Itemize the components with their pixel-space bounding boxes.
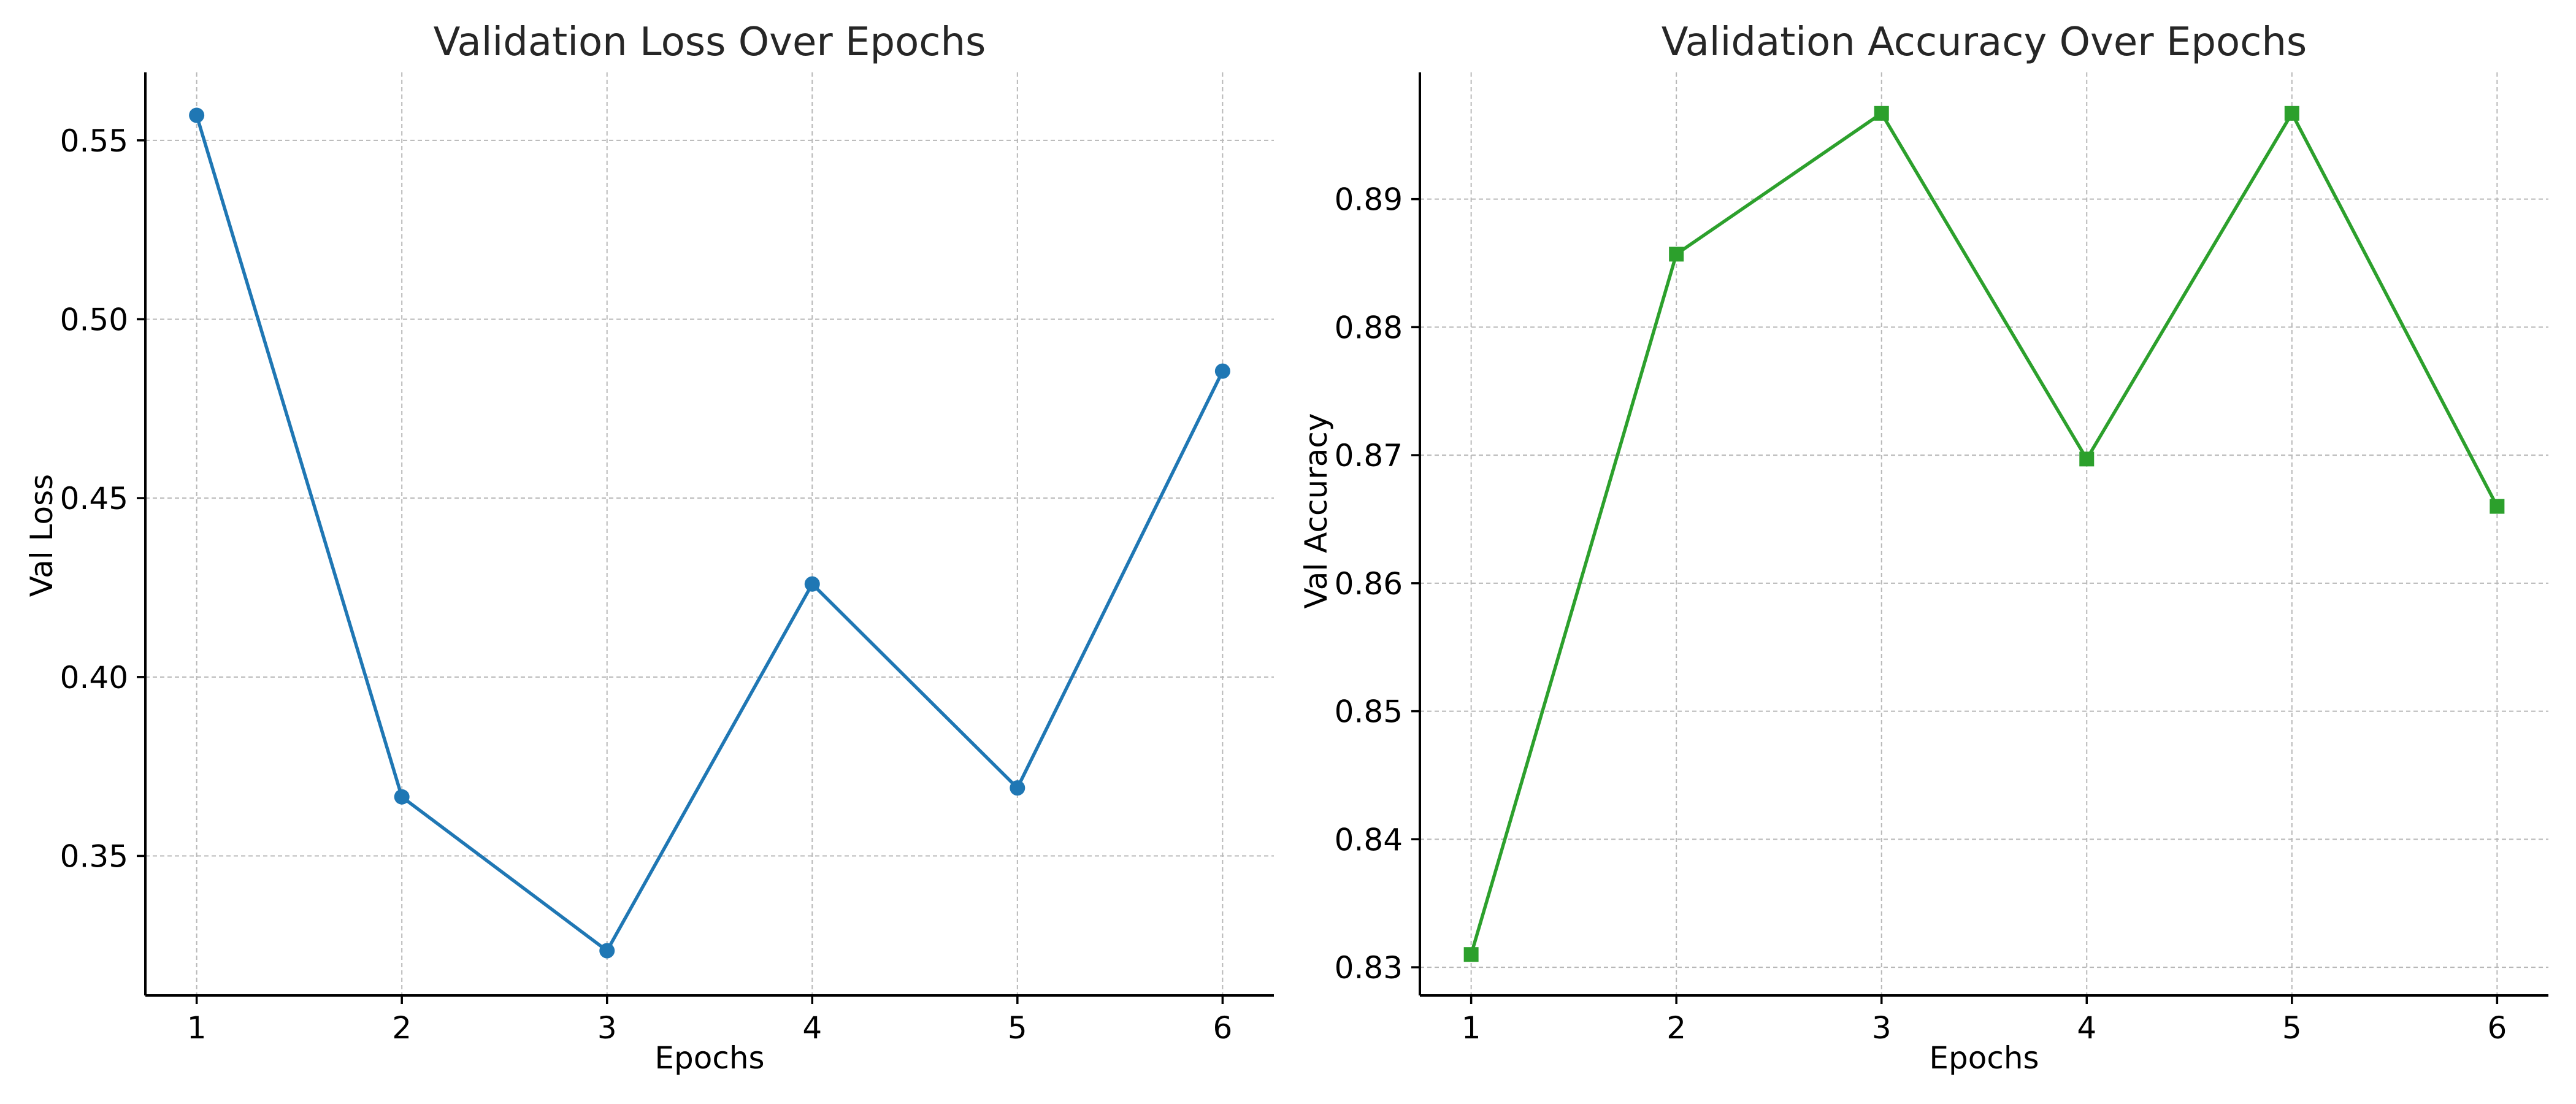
loss-chart-ytick-label: 0.40 — [60, 660, 128, 696]
loss-chart-xtick-label: 3 — [597, 1010, 617, 1046]
accuracy-chart-ytick-label: 0.83 — [1335, 950, 1403, 986]
accuracy-chart-data-point — [1463, 947, 1479, 962]
loss-chart-xtick-label: 6 — [1213, 1010, 1232, 1046]
accuracy-chart-xlabel: Epochs — [1929, 1040, 2039, 1076]
loss-chart-ytick-label: 0.45 — [60, 481, 128, 516]
accuracy-chart-ytick-label: 0.88 — [1335, 310, 1403, 345]
loss-chart-ytick-label: 0.50 — [60, 302, 128, 338]
loss-chart-grid — [145, 72, 1274, 995]
accuracy-chart-data-point — [2490, 499, 2505, 514]
loss-chart-xtick-label: 1 — [187, 1010, 207, 1046]
loss-chart-data-point — [189, 107, 205, 123]
accuracy-chart-xtick-label: 6 — [2487, 1010, 2507, 1046]
loss-chart: Validation Loss Over Epochs Epochs Val L… — [24, 20, 1274, 1076]
accuracy-chart-grid — [1420, 72, 2548, 995]
loss-chart-data-point — [1010, 780, 1025, 796]
loss-chart-ytick-label: 0.55 — [60, 123, 128, 159]
accuracy-chart-xtick-label: 2 — [1666, 1010, 1686, 1046]
accuracy-chart-ytick-label: 0.86 — [1335, 566, 1403, 602]
accuracy-chart-xtick-label: 1 — [1462, 1010, 1481, 1046]
loss-chart-xlabel: Epochs — [654, 1040, 764, 1076]
loss-chart-ytick-label: 0.35 — [60, 839, 128, 875]
loss-chart-data-point — [804, 576, 820, 592]
accuracy-chart-title: Validation Accuracy Over Epochs — [1662, 20, 2307, 65]
loss-chart-axes: 1 2 3 4 5 6 0.35 0.40 0.45 0.50 0.55 — [60, 72, 1274, 1046]
loss-chart-xtick-label: 4 — [802, 1010, 822, 1046]
accuracy-chart-ytick-label: 0.89 — [1335, 182, 1403, 218]
accuracy-chart-ytick-label: 0.85 — [1335, 694, 1403, 730]
loss-chart-xtick-label: 5 — [1008, 1010, 1027, 1046]
accuracy-chart-ylabel: Val Accuracy — [1298, 413, 1334, 608]
accuracy-chart-ytick-label: 0.87 — [1335, 438, 1403, 473]
loss-chart-title: Validation Loss Over Epochs — [434, 20, 986, 65]
accuracy-chart-axes: 1 2 3 4 5 6 0.83 0.84 0.85 0.86 0.87 0.88 0.89 — [1335, 72, 2548, 1046]
accuracy-chart-xtick-label: 4 — [2077, 1010, 2096, 1046]
loss-chart-data-point — [599, 943, 615, 959]
loss-chart-data-point — [394, 789, 410, 805]
loss-chart-data-point — [1214, 363, 1230, 379]
loss-chart-xtick-label: 2 — [392, 1010, 412, 1046]
loss-chart-series-line — [194, 115, 1224, 953]
accuracy-chart-data-point — [1874, 105, 1889, 121]
accuracy-chart: Validation Accuracy Over Epochs Epochs V… — [1298, 20, 2548, 1076]
accuracy-chart-data-point — [2284, 105, 2299, 121]
accuracy-chart-data-point — [2079, 451, 2095, 467]
accuracy-chart-xtick-label: 5 — [2282, 1010, 2302, 1046]
accuracy-chart-series-line — [1469, 112, 2499, 955]
accuracy-chart-data-point — [1669, 247, 1684, 262]
accuracy-chart-ytick-label: 0.84 — [1335, 822, 1403, 857]
accuracy-chart-xtick-label: 3 — [1872, 1010, 1892, 1046]
loss-chart-ylabel: Val Loss — [24, 474, 59, 597]
